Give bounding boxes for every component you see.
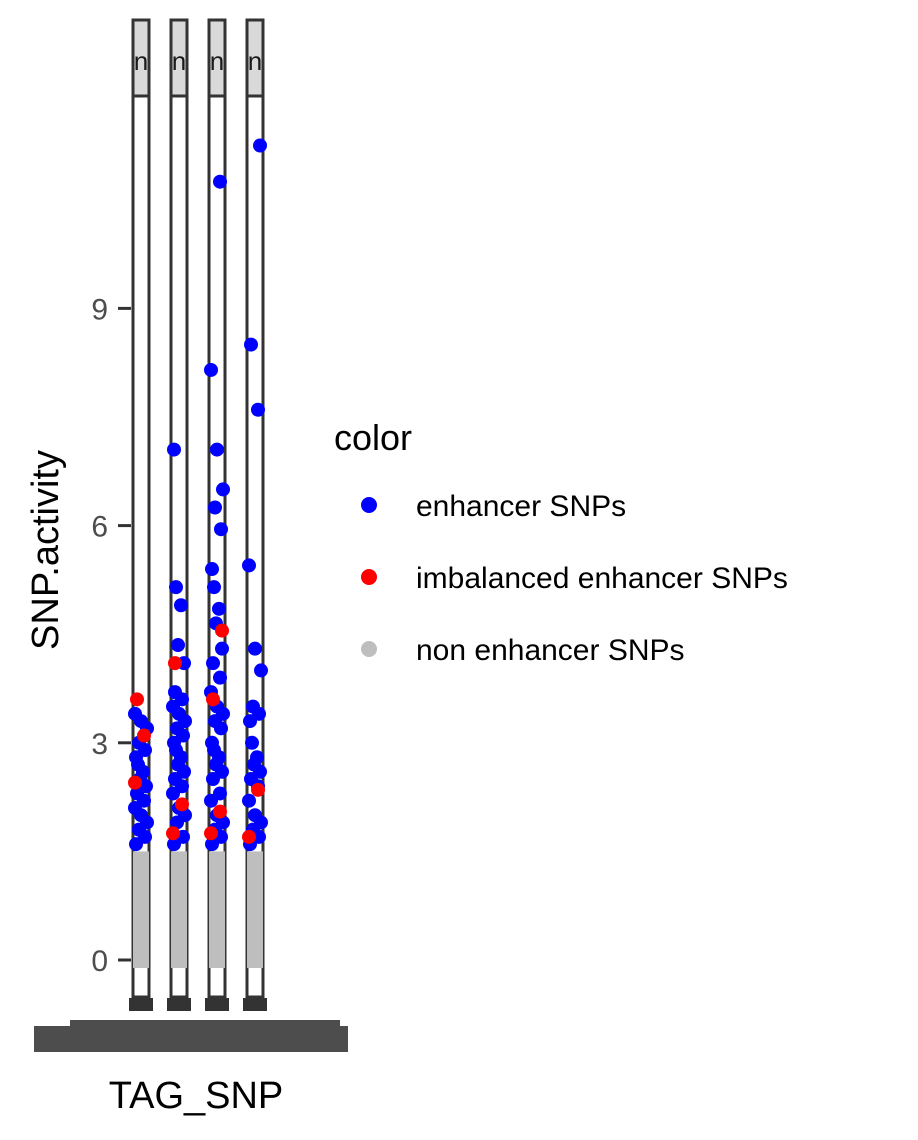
panel-border (207, 94, 227, 999)
x-axis (34, 998, 348, 1052)
imbalanced-snp-point (242, 829, 256, 844)
x-tick (243, 998, 267, 1011)
y-axis: 0 3 6 9 (91, 293, 131, 978)
imbalanced-snp-point (251, 782, 265, 797)
enhancer-snp-point (251, 402, 265, 417)
x-tick-labels-overlap (70, 1020, 340, 1028)
panel-border (131, 94, 151, 999)
y-tick-label: 0 (91, 945, 108, 978)
enhancer-snp-point (245, 735, 259, 750)
legend-key-dot (361, 569, 377, 585)
enhancer-snp-point (213, 174, 227, 189)
non-enhancer-points (209, 851, 225, 968)
enhancer-snp-point (214, 522, 228, 537)
y-tick-label: 9 (91, 293, 108, 326)
x-tick (205, 998, 229, 1011)
panel-border (245, 94, 265, 999)
enhancer-snp-point (169, 580, 183, 595)
enhancer-snp-point (174, 598, 188, 613)
enhancer-snp-point (168, 685, 182, 700)
enhancer-snp-point (207, 580, 221, 595)
y-tick-label: 3 (91, 728, 108, 761)
enhancer-snp-point (248, 641, 262, 656)
imbalanced-snp-point (128, 775, 142, 790)
enhancer-snp-point (210, 442, 224, 457)
non-enhancer-points (133, 851, 149, 968)
enhancer-snp-point (242, 793, 256, 808)
legend-key-dot (361, 641, 377, 657)
enhancer-snp-point (213, 786, 227, 801)
enhancer-snp-point (242, 558, 256, 573)
enhancer-snp-point (213, 670, 227, 685)
enhancer-snp-point (167, 442, 181, 457)
facet-label: n (172, 46, 186, 76)
legend-entry-label: enhancer SNPs (416, 490, 626, 523)
x-tick (167, 998, 191, 1011)
enhancer-snp-point (216, 482, 230, 497)
imbalanced-snp-point (215, 623, 229, 638)
non-enhancer-points (247, 851, 263, 968)
imbalanced-snp-point (206, 692, 220, 707)
imbalanced-snp-point (204, 826, 218, 841)
facet-label: n (248, 46, 262, 76)
facet-label: n (134, 46, 148, 76)
enhancer-snp-point (248, 808, 262, 823)
legend: color enhancer SNPs imbalanced enhancer S… (334, 417, 788, 667)
legend-key-dot (361, 497, 377, 513)
enhancer-snp-point (244, 337, 258, 352)
imbalanced-snp-point (213, 804, 227, 819)
non-enhancer-points (171, 851, 187, 968)
enhancer-snp-point (204, 362, 218, 377)
legend-entry-label: imbalanced enhancer SNPs (416, 562, 788, 595)
enhancer-snp-point (246, 699, 260, 714)
legend-title: color (334, 417, 412, 458)
enhancer-snp-point (208, 500, 222, 515)
data-points (128, 138, 268, 968)
enhancer-snp-point (215, 641, 229, 656)
y-tick-label: 6 (91, 511, 108, 544)
enhancer-snp-point (205, 735, 219, 750)
x-axis-title: TAG_SNP (109, 1075, 284, 1117)
enhancer-snp-point (171, 638, 185, 653)
panel-border (169, 94, 189, 999)
enhancer-snp-point (254, 663, 268, 678)
enhancer-snp-point (250, 750, 264, 765)
x-tick-labels-overlap (34, 1026, 348, 1052)
enhancer-snp-point (206, 656, 220, 671)
enhancer-snp-point (205, 562, 219, 577)
imbalanced-snp-point (137, 728, 151, 743)
imbalanced-snp-point (166, 826, 180, 841)
enhancer-snp-point (212, 601, 226, 616)
facet-label: n (210, 46, 224, 76)
imbalanced-snp-point (168, 656, 182, 671)
y-axis-title: SNP.activity (25, 450, 67, 650)
imbalanced-snp-point (175, 797, 189, 812)
enhancer-snp-point (253, 138, 267, 153)
legend-entry-label: non enhancer SNPs (416, 634, 685, 667)
grid-lines (133, 90, 263, 961)
enhancer-snp-point (128, 706, 142, 721)
imbalanced-snp-point (130, 692, 144, 707)
x-tick (129, 998, 153, 1011)
